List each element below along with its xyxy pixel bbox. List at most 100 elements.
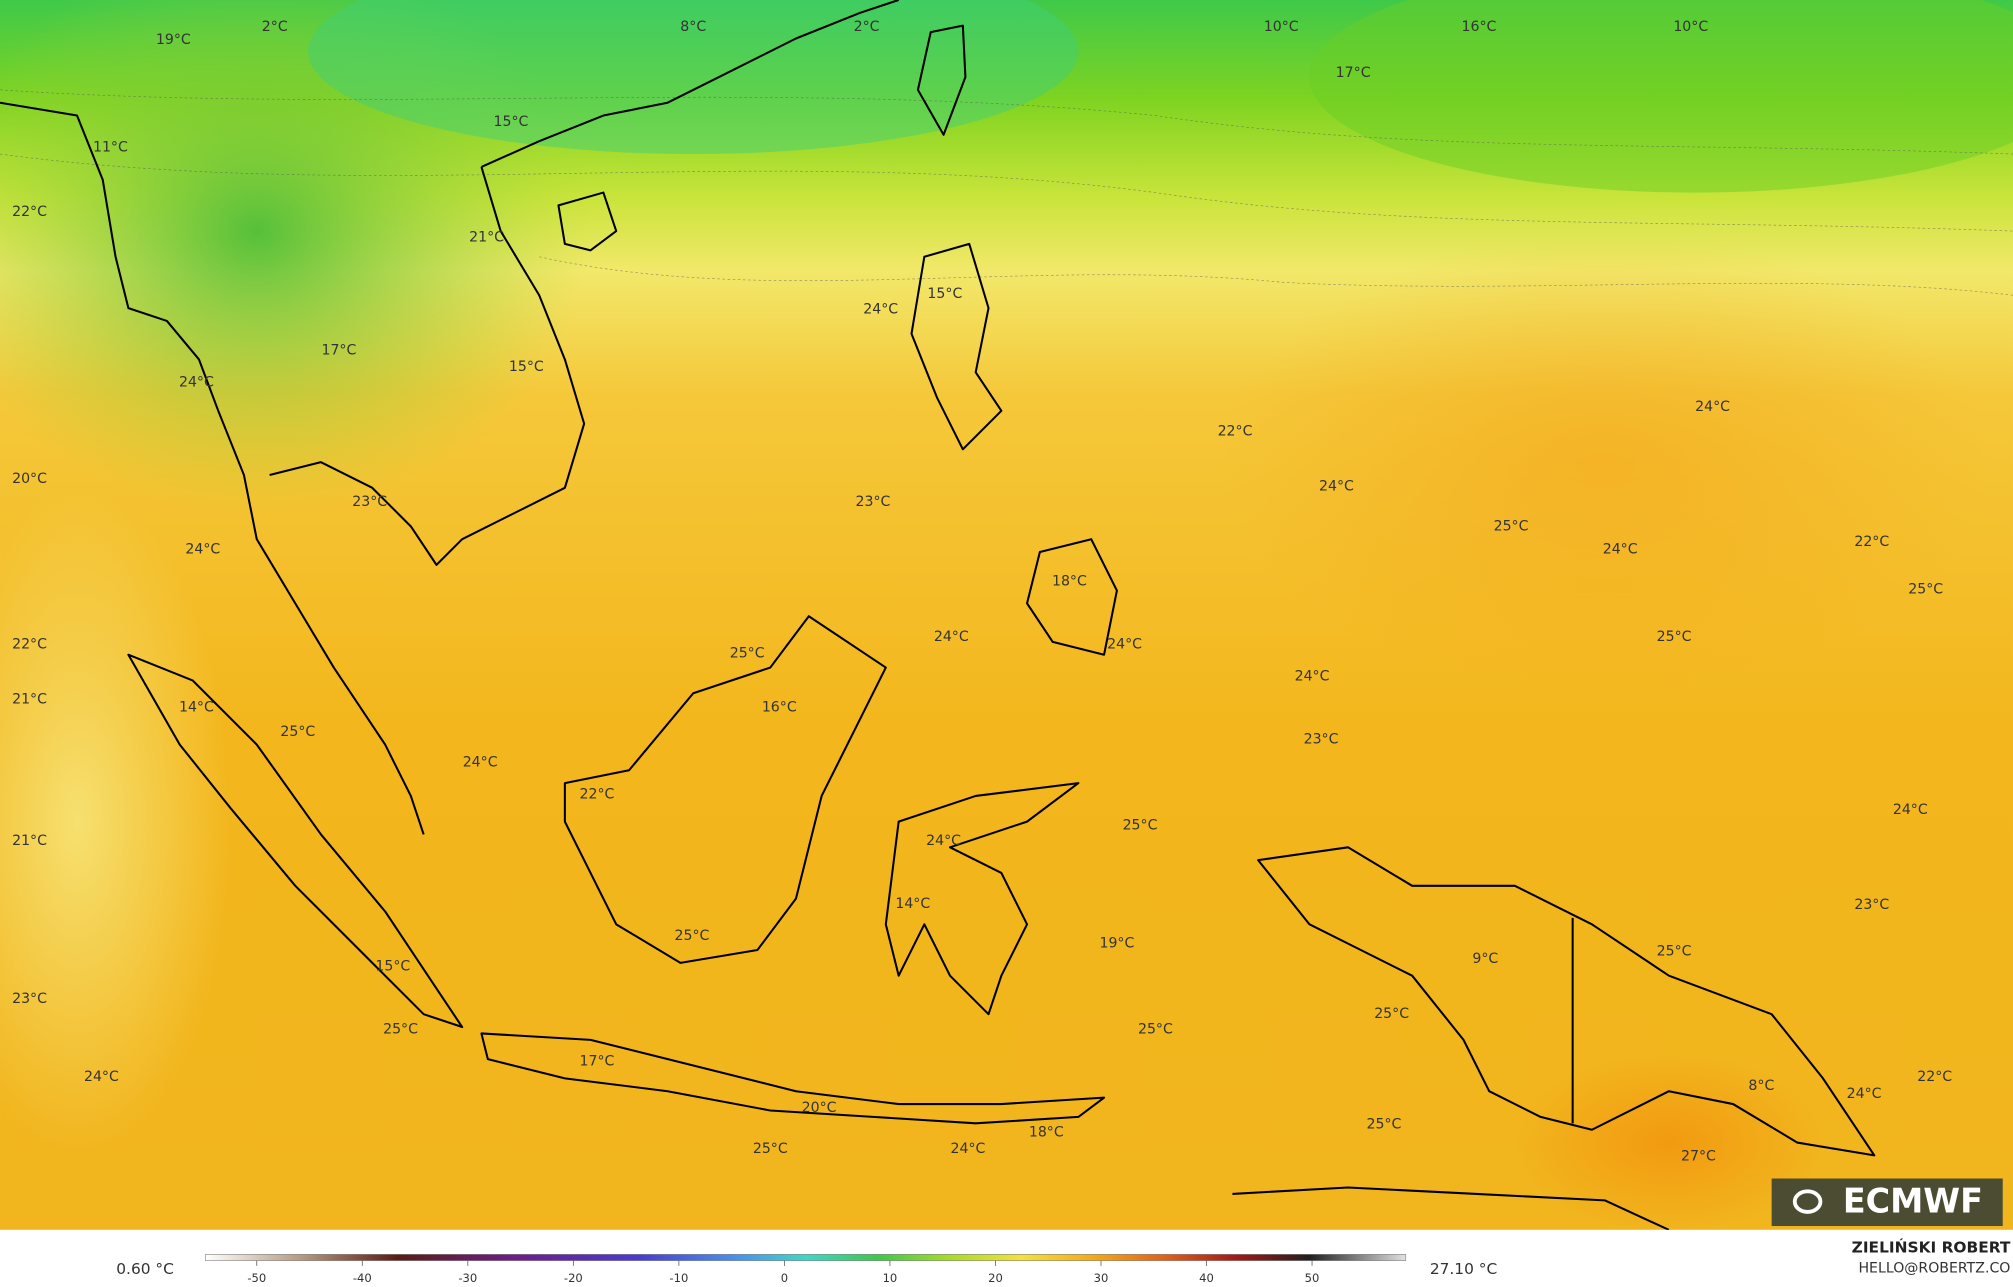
island bbox=[127, 653, 464, 1029]
colorbar-tick-label: 0 bbox=[781, 1271, 788, 1285]
temperature-label: 14°C bbox=[179, 699, 214, 715]
temperature-label: 25°C bbox=[1366, 1117, 1401, 1133]
author-contact: HELLO@ROBERTZ.CO bbox=[1858, 1260, 2010, 1276]
min-value: 0.60 °C bbox=[116, 1260, 174, 1278]
colorbar-tick-label: 20 bbox=[988, 1271, 1003, 1285]
warm-region bbox=[1219, 231, 1990, 694]
temperature-label: 25°C bbox=[1657, 629, 1692, 645]
temperature-label: 19°C bbox=[156, 32, 191, 48]
temperature-label: 19°C bbox=[1099, 936, 1134, 952]
coastline bbox=[269, 166, 586, 566]
temperature-label: 25°C bbox=[383, 1022, 418, 1038]
coastline bbox=[1232, 1186, 1670, 1231]
temperature-label: 23°C bbox=[1304, 731, 1339, 747]
temperature-label: 25°C bbox=[1657, 943, 1692, 959]
temperature-label: 25°C bbox=[1123, 817, 1158, 833]
temperature-label: 24°C bbox=[934, 629, 969, 645]
temperature-label: 24°C bbox=[1295, 669, 1330, 685]
temperature-label: 25°C bbox=[1908, 581, 1943, 597]
temperature-label: 16°C bbox=[762, 699, 797, 715]
temperature-label: 25°C bbox=[753, 1141, 788, 1157]
temperature-label: 22°C bbox=[1218, 423, 1253, 439]
temperature-label: 25°C bbox=[1138, 1022, 1173, 1038]
island bbox=[563, 615, 887, 964]
temperature-label: 8°C bbox=[680, 19, 706, 35]
temperature-label: 15°C bbox=[375, 959, 410, 975]
logo-icon bbox=[1792, 1189, 1823, 1214]
temperature-label: 27°C bbox=[1681, 1149, 1716, 1165]
logo-text: ECMWF bbox=[1843, 1181, 1983, 1220]
island bbox=[480, 1032, 1106, 1125]
warm-region bbox=[0, 487, 232, 1156]
temperature-label: 22°C bbox=[1917, 1069, 1952, 1085]
colorbar-tick-label: -20 bbox=[564, 1271, 583, 1285]
temperature-label: 24°C bbox=[463, 755, 498, 771]
temperature-label: 23°C bbox=[1854, 897, 1889, 913]
coastline bbox=[0, 101, 425, 835]
island bbox=[884, 782, 1080, 1016]
colorbar-tick-label: -40 bbox=[353, 1271, 372, 1285]
logo-box bbox=[1771, 1178, 2003, 1227]
temperature-label: 24°C bbox=[179, 375, 214, 391]
temperature-label: 24°C bbox=[1603, 541, 1638, 557]
temperature-label: 22°C bbox=[12, 636, 47, 652]
temperature-label: 15°C bbox=[509, 359, 544, 375]
temperature-label: 24°C bbox=[84, 1069, 119, 1085]
temperature-label: 22°C bbox=[1854, 534, 1889, 550]
temperature-label: 23°C bbox=[352, 494, 387, 510]
temperature-label: 24°C bbox=[863, 301, 898, 317]
ecmwf-logo: ECMWF bbox=[1771, 1178, 2003, 1227]
temperature-label: 24°C bbox=[1107, 636, 1142, 652]
coastline bbox=[481, 0, 899, 168]
temperature-label: 15°C bbox=[494, 114, 529, 130]
temperature-label: 2°C bbox=[262, 19, 288, 35]
temperature-label: 16°C bbox=[1461, 19, 1496, 35]
temperature-label: 17°C bbox=[321, 342, 356, 358]
temperature-label: 2°C bbox=[854, 19, 880, 35]
temperature-label: 25°C bbox=[1374, 1006, 1409, 1022]
temperature-label: 23°C bbox=[856, 494, 891, 510]
colorbar-tick-label: -10 bbox=[669, 1271, 688, 1285]
colorbar-ticks: -50 -40 -30 -20 -10 0 10 20 30 40 50 bbox=[247, 1260, 1319, 1285]
temperature-label: 25°C bbox=[675, 928, 710, 944]
colorbar-tick-label: -30 bbox=[458, 1271, 477, 1285]
temperature-label: 20°C bbox=[12, 471, 47, 487]
temperature-label: 15°C bbox=[927, 286, 962, 302]
cool-region bbox=[1309, 0, 2013, 193]
temperature-label: 23°C bbox=[12, 991, 47, 1007]
colorbar-tick-label: 40 bbox=[1199, 1271, 1214, 1285]
colorbar-tick-label: 10 bbox=[883, 1271, 898, 1285]
temperature-label: 25°C bbox=[1494, 518, 1529, 534]
temperature-label: 9°C bbox=[1472, 951, 1498, 967]
isotherm bbox=[539, 256, 2013, 296]
isotherm bbox=[0, 89, 2013, 155]
temperature-label: 8°C bbox=[1748, 1078, 1774, 1094]
temperature-label: 24°C bbox=[1893, 802, 1928, 818]
temperature-label: 21°C bbox=[12, 833, 47, 849]
temperature-label: 17°C bbox=[580, 1054, 615, 1070]
coastlines bbox=[0, 0, 1876, 1231]
temperature-label: 18°C bbox=[1029, 1124, 1064, 1140]
temperature-label: 20°C bbox=[802, 1100, 837, 1116]
temperature-label: 14°C bbox=[895, 896, 930, 912]
author-name: ZIELIŃSKI ROBERT bbox=[1852, 1237, 2011, 1256]
temperature-label: 22°C bbox=[12, 204, 47, 220]
temperature-label: 24°C bbox=[1847, 1086, 1882, 1102]
colorbar-tick-label: -50 bbox=[247, 1271, 266, 1285]
temperature-label: 21°C bbox=[12, 692, 47, 708]
temperature-label: 24°C bbox=[951, 1141, 986, 1157]
colorbar bbox=[205, 1253, 1407, 1262]
temperature-label: 10°C bbox=[1673, 19, 1708, 35]
temperature-label: 17°C bbox=[1336, 65, 1371, 81]
island bbox=[910, 242, 1003, 451]
temperature-label: 10°C bbox=[1264, 19, 1299, 35]
max-value: 27.10 °C bbox=[1430, 1260, 1497, 1278]
warm-region bbox=[1514, 1052, 1823, 1233]
temperature-label: 18°C bbox=[1052, 574, 1087, 590]
temperature-label: 24°C bbox=[1319, 479, 1354, 495]
island bbox=[916, 24, 967, 136]
cool-region bbox=[308, 0, 1079, 155]
island bbox=[557, 191, 618, 252]
temperature-label: 21°C bbox=[469, 230, 504, 246]
